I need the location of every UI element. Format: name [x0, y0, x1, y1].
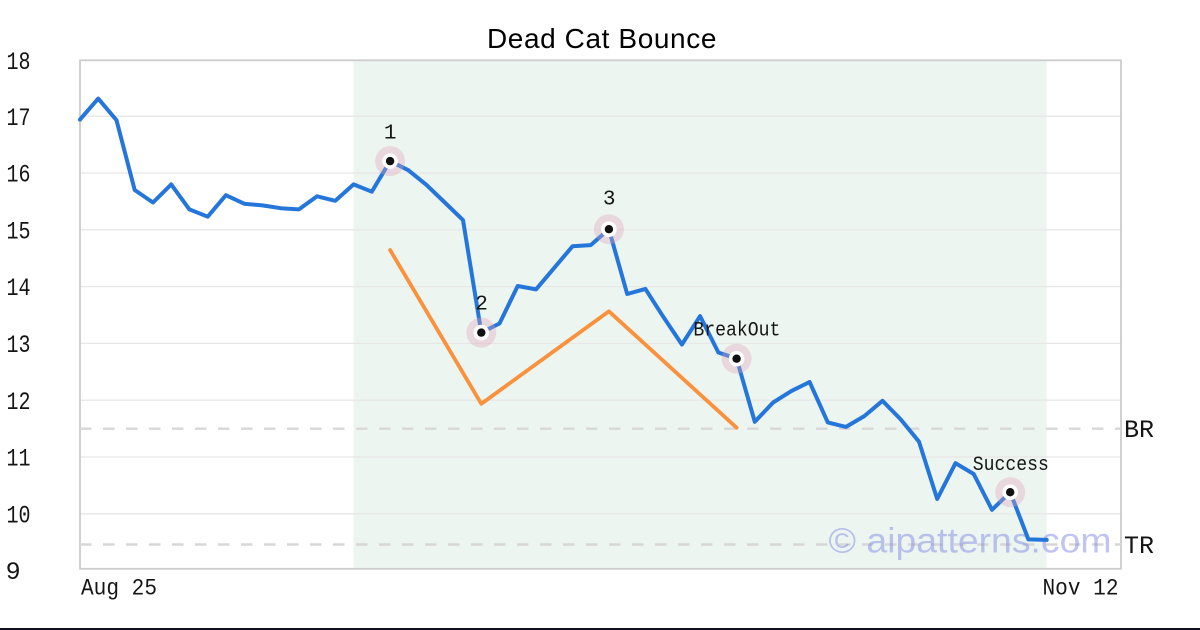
svg-text:3: 3	[603, 189, 616, 212]
svg-text:14: 14	[7, 274, 31, 303]
svg-text:17: 17	[7, 104, 31, 133]
svg-text:9: 9	[6, 558, 21, 587]
svg-text:11: 11	[7, 445, 31, 474]
svg-text:18: 18	[7, 48, 31, 77]
svg-text:10: 10	[7, 501, 31, 530]
svg-text:12: 12	[7, 388, 31, 417]
svg-text:Nov 12: Nov 12	[1043, 575, 1119, 601]
svg-text:TR: TR	[1124, 532, 1154, 561]
svg-text:1: 1	[384, 122, 397, 145]
svg-text:16: 16	[7, 161, 31, 190]
svg-text:Success: Success	[973, 454, 1049, 477]
svg-text:2: 2	[475, 294, 488, 317]
svg-text:© aipatterns.com: © aipatterns.com	[829, 522, 1112, 561]
svg-text:BreakOut: BreakOut	[693, 319, 780, 342]
svg-text:Aug 25: Aug 25	[81, 575, 157, 601]
svg-text:Dead Cat Bounce: Dead Cat Bounce	[487, 23, 717, 54]
svg-text:BR: BR	[1124, 416, 1154, 445]
svg-text:15: 15	[7, 217, 31, 246]
svg-text:13: 13	[7, 331, 31, 360]
